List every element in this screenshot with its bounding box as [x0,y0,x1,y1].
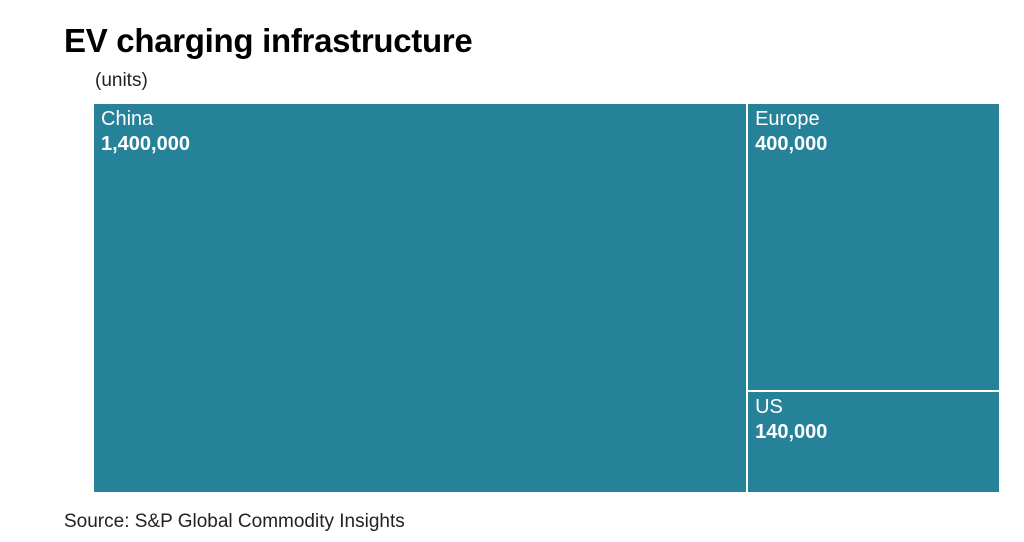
tile-us: US 140,000 [747,391,999,492]
tile-value: 1,400,000 [101,133,190,155]
tile-label: US [755,396,783,419]
tile-europe: Europe 400,000 [747,104,999,392]
tile-label: China [101,108,154,130]
tile-value: 400,000 [755,133,828,155]
tile-china: China 1,400,000 [94,104,748,492]
tile-label: Europe [755,108,820,130]
source-note: Source: S&P Global Commodity Insights [64,511,405,532]
tile-value: 140,000 [755,421,828,444]
chart-title: EV charging infrastructure [64,22,473,59]
chart-unit-label: (units) [95,70,148,91]
treemap-chart: China 1,400,000 Europe 400,000 US 140,000 [94,104,999,492]
